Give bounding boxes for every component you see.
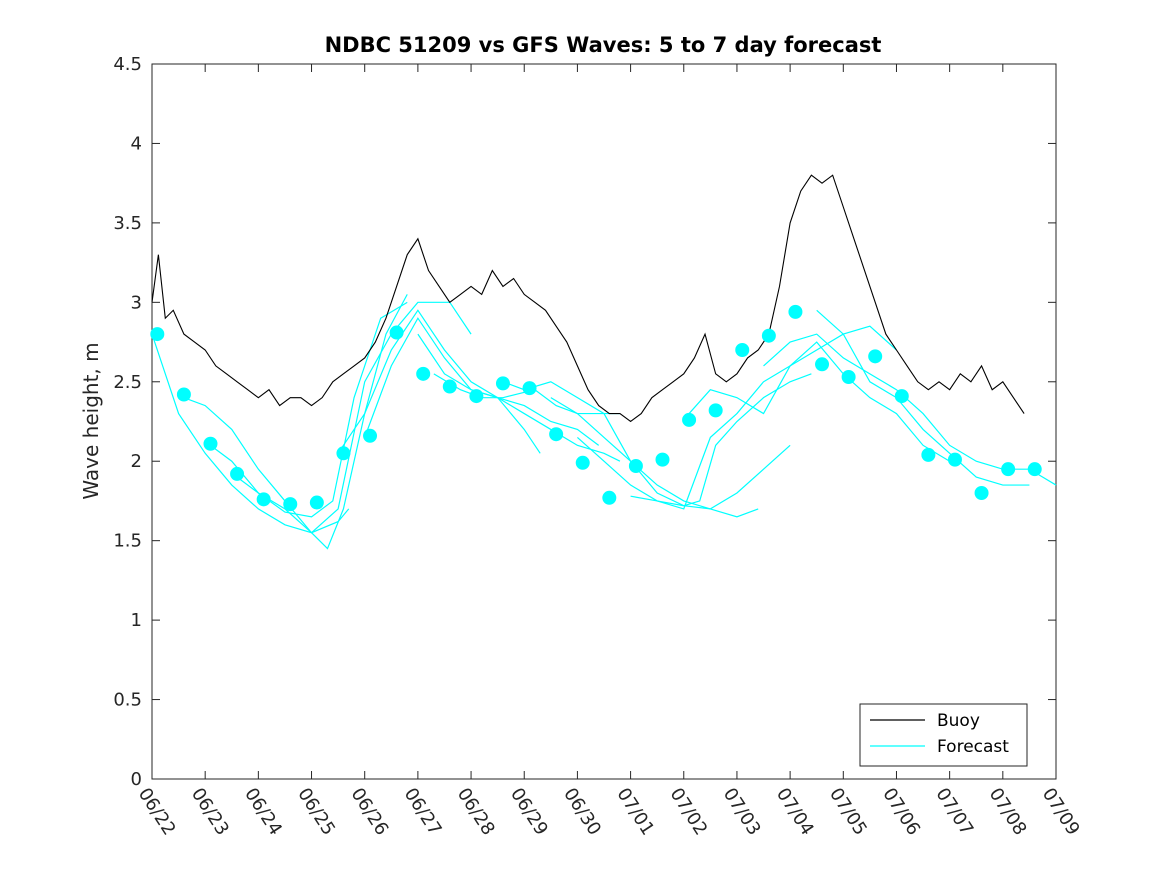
forecast-marker	[363, 428, 378, 443]
x-tick-label: 07/02	[666, 784, 712, 839]
forecast-marker	[1027, 462, 1042, 477]
forecast-marker	[575, 455, 590, 470]
y-tick-label: 4.5	[113, 54, 142, 75]
forecast-line	[577, 373, 812, 507]
forecast-marker	[947, 452, 962, 467]
forecast-marker	[389, 325, 404, 340]
legend: Buoy Forecast	[859, 703, 1028, 767]
forecast-marker	[336, 446, 351, 461]
forecast-line	[151, 333, 350, 534]
forecast-line	[364, 317, 541, 454]
x-tick-label: 06/22	[134, 784, 180, 839]
forecast-marker	[416, 366, 431, 381]
x-tick-label: 07/03	[719, 784, 765, 839]
forecast-marker	[230, 466, 245, 481]
forecast-line	[550, 397, 791, 510]
x-tick-label: 06/25	[293, 784, 339, 839]
y-tick-label: 0.5	[113, 690, 142, 711]
forecast-marker	[921, 447, 936, 462]
y-axis-title: Wave height, m	[79, 342, 103, 499]
forecast-marker	[735, 343, 750, 357]
forecast-marker	[283, 497, 298, 512]
legend-box	[859, 703, 1028, 767]
forecast-marker	[894, 389, 909, 404]
forecast-marker	[602, 490, 617, 505]
forecast-marker	[682, 412, 697, 427]
forecast-line	[417, 333, 621, 462]
buoy-line	[151, 174, 1025, 423]
forecast-marker	[150, 327, 165, 342]
forecast-marker	[974, 486, 989, 500]
forecast-marker	[841, 370, 856, 385]
forecast-line	[337, 309, 600, 454]
forecast-marker	[655, 452, 670, 467]
x-tick-label: 07/08	[985, 784, 1031, 839]
y-tick-label: 3	[131, 292, 142, 313]
x-tick-label: 06/23	[187, 784, 233, 839]
x-tick-label: 07/09	[1038, 784, 1084, 839]
forecast-marker	[815, 357, 830, 372]
y-tick-label: 1.5	[113, 531, 142, 552]
forecast-line	[688, 341, 950, 462]
x-tick-label: 06/28	[453, 784, 499, 839]
forecast-line	[630, 325, 897, 510]
x-tick-label: 07/04	[772, 784, 818, 839]
axes-frame	[151, 63, 1057, 780]
y-tick-label: 0	[131, 769, 142, 790]
x-tick-label: 07/01	[612, 784, 658, 839]
x-tick-label: 06/29	[506, 784, 552, 839]
forecast-marker	[788, 304, 803, 319]
y-tick-label: 4	[131, 133, 142, 154]
forecast-marker	[176, 387, 191, 402]
forecast-marker	[1001, 462, 1016, 477]
x-tick-label: 06/30	[559, 784, 605, 839]
forecast-marker	[203, 436, 218, 451]
forecast-line	[816, 309, 1030, 486]
y-tick-label: 2	[131, 451, 142, 472]
forecast-marker	[549, 427, 564, 442]
x-tick-label: 07/05	[825, 784, 871, 839]
plot-area: 0 0.5 1 1.5 2 2.5 3 3.5 4 4.5 06/22 06/23 06/24 06/25…	[113, 54, 1083, 839]
forecast-marker	[495, 376, 510, 391]
x-tick-label: 07/07	[931, 784, 977, 839]
forecast-line	[236, 301, 472, 534]
legend-forecast-label: Forecast	[937, 737, 1009, 757]
y-tick-label: 3.5	[113, 213, 142, 234]
x-tick-label: 06/27	[400, 784, 446, 839]
forecast-marker	[469, 389, 484, 404]
legend-buoy-label: Buoy	[937, 711, 980, 731]
x-tick-label: 07/06	[878, 784, 924, 839]
forecast-marker	[628, 458, 643, 473]
forecast-marker	[868, 349, 883, 364]
y-tick-label: 1	[131, 610, 142, 631]
x-tick-label: 06/26	[347, 784, 393, 839]
forecast-marker	[309, 495, 324, 510]
chart-title: NDBC 51209 vs GFS Waves: 5 to 7 day fore…	[325, 33, 882, 57]
forecast-marker	[256, 492, 271, 507]
x-tick-label: 06/24	[240, 784, 286, 839]
forecast-marker	[522, 381, 537, 396]
forecast-marker	[442, 379, 457, 394]
y-tick-label: 2.5	[113, 372, 142, 393]
forecast-marker	[761, 328, 776, 343]
forecast-marker	[708, 403, 723, 418]
